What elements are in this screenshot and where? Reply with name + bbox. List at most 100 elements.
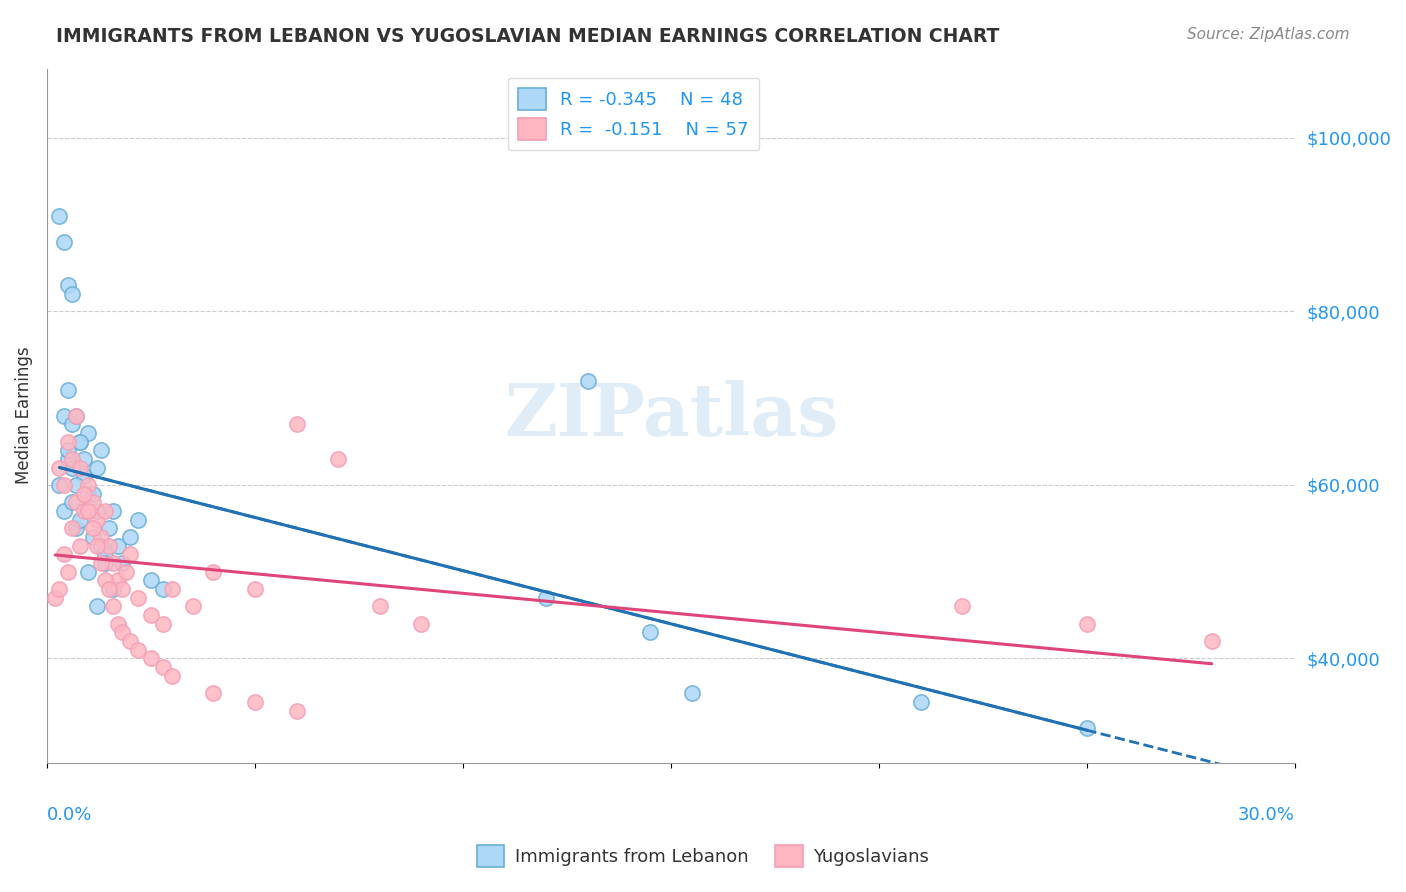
Point [120, 547, 142, 561]
Y-axis label: Median Earnings: Median Earnings [15, 347, 32, 484]
Point [139, 651, 162, 665]
Point [139, 608, 162, 623]
Point [910, 695, 932, 709]
Point [56, 451, 79, 466]
Point [94, 547, 117, 561]
Legend: Immigrants from Lebanon, Yugoslavians: Immigrants from Lebanon, Yugoslavians [470, 838, 936, 874]
Point [82, 521, 104, 535]
Point [77, 486, 100, 500]
Point [243, 582, 266, 596]
Point [94, 556, 117, 570]
Point [60, 495, 83, 509]
Point [127, 591, 149, 605]
Point [411, 616, 433, 631]
Text: 0.0%: 0.0% [46, 806, 93, 824]
Point [285, 417, 308, 432]
Point [65, 409, 87, 423]
Point [65, 495, 87, 509]
Legend: R = -0.345    N = 48, R =  -0.151    N = 57: R = -0.345 N = 48, R = -0.151 N = 57 [508, 78, 759, 151]
Point [73, 486, 96, 500]
Point [73, 469, 96, 483]
Point [86, 539, 108, 553]
Point [103, 556, 125, 570]
Point [77, 478, 100, 492]
Point [48, 582, 70, 596]
Point [77, 504, 100, 518]
Point [48, 478, 70, 492]
Point [86, 513, 108, 527]
Point [107, 574, 129, 588]
Point [139, 574, 162, 588]
Text: ZIPatlas: ZIPatlas [503, 380, 838, 451]
Point [86, 599, 108, 614]
Point [69, 539, 91, 553]
Point [82, 486, 104, 500]
Point [127, 642, 149, 657]
Point [73, 504, 96, 518]
Point [98, 582, 121, 596]
Point [90, 443, 112, 458]
Point [1076, 721, 1098, 735]
Point [326, 451, 349, 466]
Point [681, 686, 703, 700]
Point [48, 460, 70, 475]
Point [90, 530, 112, 544]
Point [48, 209, 70, 223]
Point [202, 686, 225, 700]
Point [69, 434, 91, 449]
Point [56, 434, 79, 449]
Point [160, 582, 183, 596]
Point [152, 660, 174, 674]
Point [576, 374, 599, 388]
Point [152, 582, 174, 596]
Point [181, 599, 204, 614]
Point [638, 625, 661, 640]
Point [111, 625, 134, 640]
Point [243, 695, 266, 709]
Point [103, 504, 125, 518]
Point [65, 409, 87, 423]
Point [368, 599, 391, 614]
Point [120, 530, 142, 544]
Point [111, 582, 134, 596]
Point [77, 565, 100, 579]
Point [52, 409, 75, 423]
Point [60, 417, 83, 432]
Point [52, 478, 75, 492]
Point [56, 443, 79, 458]
Point [120, 634, 142, 648]
Point [98, 539, 121, 553]
Text: 30.0%: 30.0% [1239, 806, 1295, 824]
Point [69, 460, 91, 475]
Point [52, 504, 75, 518]
Point [73, 451, 96, 466]
Point [103, 582, 125, 596]
Point [65, 478, 87, 492]
Point [94, 574, 117, 588]
Point [86, 460, 108, 475]
Point [202, 565, 225, 579]
Point [77, 425, 100, 440]
Point [82, 495, 104, 509]
Point [98, 521, 121, 535]
Point [52, 235, 75, 249]
Point [285, 704, 308, 718]
Point [950, 599, 973, 614]
Point [60, 287, 83, 301]
Point [1201, 634, 1223, 648]
Point [69, 513, 91, 527]
Point [44, 591, 66, 605]
Point [107, 539, 129, 553]
Point [56, 278, 79, 293]
Point [94, 504, 117, 518]
Text: IMMIGRANTS FROM LEBANON VS YUGOSLAVIAN MEDIAN EARNINGS CORRELATION CHART: IMMIGRANTS FROM LEBANON VS YUGOSLAVIAN M… [56, 27, 1000, 45]
Point [160, 669, 183, 683]
Point [60, 451, 83, 466]
Point [534, 591, 557, 605]
Point [82, 530, 104, 544]
Point [52, 547, 75, 561]
Point [56, 565, 79, 579]
Point [127, 513, 149, 527]
Point [107, 616, 129, 631]
Point [152, 616, 174, 631]
